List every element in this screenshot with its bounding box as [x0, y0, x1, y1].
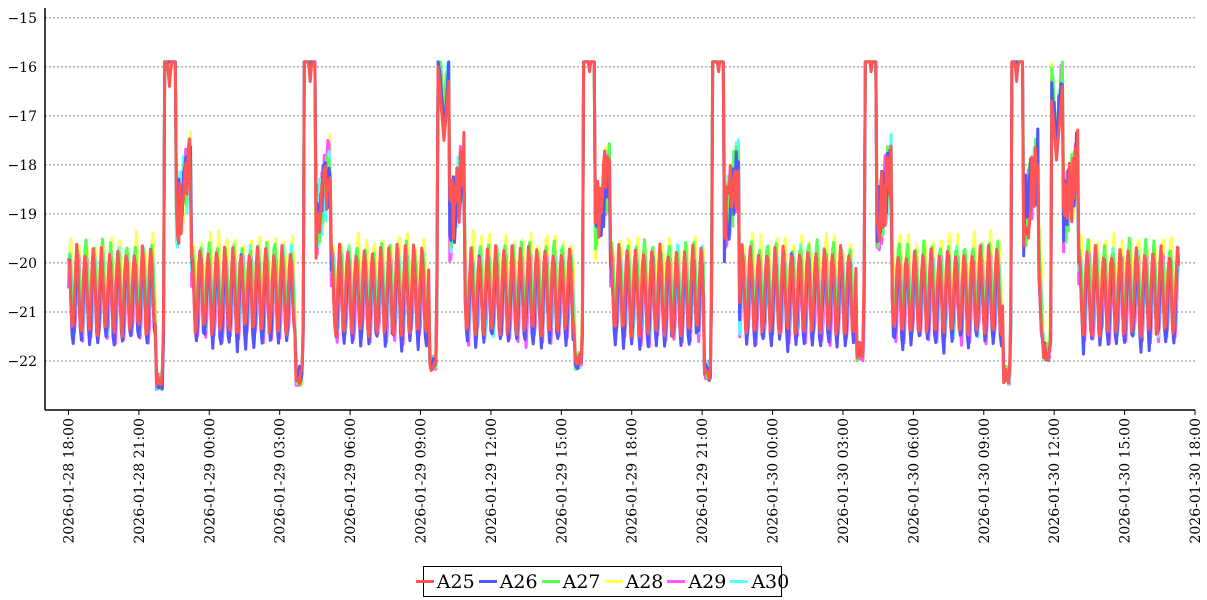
x-tick-label: 2026-01-30 12:00 — [1047, 418, 1063, 544]
y-tick-label: −22 — [7, 354, 37, 370]
x-tick-label: 2026-01-29 21:00 — [695, 418, 711, 544]
x-tick-label: 2026-01-29 06:00 — [343, 418, 359, 544]
y-tick-label: −17 — [7, 109, 37, 125]
x-tick-label: 2026-01-29 15:00 — [554, 418, 570, 544]
x-tick-label: 2026-01-29 12:00 — [484, 418, 500, 544]
legend-swatch — [478, 580, 497, 583]
y-tick-label: −18 — [7, 158, 37, 174]
axis-layer — [44, 8, 1196, 415]
legend-swatch — [415, 580, 434, 583]
legend-swatch — [604, 580, 623, 583]
y-tick-label: −19 — [7, 207, 37, 223]
legend-item-a28: A28 — [604, 570, 664, 593]
legend-label: A26 — [499, 570, 538, 593]
x-tick-label: 2026-01-30 00:00 — [766, 418, 782, 544]
x-tick-label: 2026-01-30 09:00 — [977, 418, 993, 544]
legend-item-a30: A30 — [730, 571, 789, 593]
legend-item-a27: A27 — [541, 570, 601, 593]
x-tick-label: 2026-01-29 00:00 — [202, 418, 218, 544]
legend-swatch — [730, 580, 749, 583]
legend-item-a29: A29 — [667, 571, 726, 593]
y-tick-label: −16 — [7, 60, 37, 76]
x-tick-label: 2026-01-30 03:00 — [836, 418, 852, 544]
series-layer — [67, 60, 1181, 391]
legend-label: A25 — [436, 570, 475, 593]
y-tick-label: −21 — [7, 305, 37, 321]
legend-label: A29 — [688, 570, 727, 593]
x-tick-label: 2026-01-30 06:00 — [906, 418, 922, 544]
x-tick-label: 2026-01-29 03:00 — [273, 418, 289, 544]
series-line-a25 — [67, 60, 1181, 387]
x-tick-labels: 2026-01-28 18:00 2026-01-28 21:00 2026-01-… — [61, 418, 1204, 544]
legend-label: A30 — [751, 570, 790, 593]
y-tick-label: −15 — [7, 11, 37, 27]
y-tick-labels: −22 −21 −20 −19 −18 −17 −16 −15 — [7, 11, 37, 370]
x-tick-label: 2026-01-30 15:00 — [1118, 418, 1134, 544]
legend-swatch — [541, 580, 560, 583]
x-tick-label: 2026-01-28 21:00 — [132, 418, 148, 544]
y-tick-label: −20 — [7, 256, 37, 272]
x-tick-label: 2026-01-30 18:00 — [1188, 418, 1204, 544]
legend-item-a26: A26 — [478, 570, 538, 593]
x-tick-label: 2026-01-29 09:00 — [414, 418, 430, 544]
legend-item-a25: A25 — [415, 570, 475, 593]
series-line-a26 — [67, 60, 1181, 391]
legend-swatch — [667, 580, 686, 583]
legend-label: A27 — [562, 570, 601, 593]
x-tick-label: 2026-01-28 18:00 — [61, 418, 77, 544]
x-tick-label: 2026-01-29 18:00 — [625, 418, 641, 544]
legend-label: A28 — [625, 570, 664, 593]
legend: A25 A26 A27 A28 A29 A30 — [415, 566, 789, 597]
